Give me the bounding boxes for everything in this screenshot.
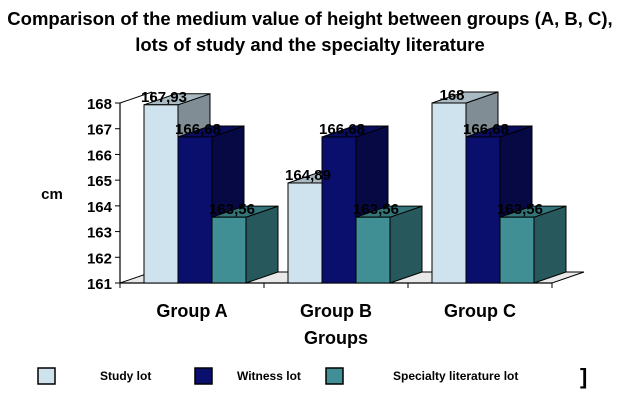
bar-front bbox=[211, 216, 247, 284]
bar-front bbox=[431, 102, 467, 284]
legend-swatch bbox=[325, 367, 344, 385]
data-label: 164,89 bbox=[285, 167, 331, 184]
y-tick-label: 163 bbox=[87, 225, 112, 242]
y-axis-label: cm bbox=[41, 186, 63, 203]
top-depth-edge bbox=[119, 91, 153, 104]
legend-swatch bbox=[37, 367, 56, 385]
bar-front bbox=[355, 216, 391, 284]
legend-label: Study lot bbox=[100, 369, 151, 383]
y-tick-label: 168 bbox=[87, 96, 112, 113]
data-label: 163,56 bbox=[497, 201, 543, 218]
legend-label: Witness lot bbox=[237, 369, 301, 383]
y-tick-label: 161 bbox=[87, 276, 112, 293]
bar-front bbox=[177, 136, 213, 284]
bar bbox=[499, 205, 567, 284]
x-tick-label: Group C bbox=[444, 301, 516, 321]
chart-title: Comparison of the medium value of height… bbox=[7, 8, 613, 55]
legend-swatch bbox=[194, 367, 213, 385]
bar bbox=[211, 205, 279, 284]
data-label: 163,56 bbox=[209, 201, 255, 218]
data-label: 163,56 bbox=[353, 201, 399, 218]
x-tick-label: Group A bbox=[156, 301, 227, 321]
bar-front bbox=[321, 136, 357, 284]
bar-front bbox=[143, 104, 179, 284]
bar bbox=[355, 205, 423, 284]
y-tick-label: 164 bbox=[87, 199, 113, 216]
bar-front bbox=[465, 136, 501, 284]
data-label: 167,93 bbox=[141, 89, 187, 106]
legend-end-mark: ] bbox=[580, 364, 587, 389]
x-tick-label: Group B bbox=[300, 301, 372, 321]
data-label: 166,68 bbox=[463, 121, 509, 138]
legend-label: Specialty literature lot bbox=[393, 369, 518, 383]
y-tick-label: 162 bbox=[87, 250, 112, 267]
y-tick-label: 167 bbox=[87, 122, 112, 139]
bar-front bbox=[499, 216, 535, 284]
bar-front bbox=[287, 182, 323, 284]
data-label: 166,68 bbox=[319, 121, 365, 138]
y-tick-label: 165 bbox=[87, 173, 112, 190]
x-axis-label: Groups bbox=[304, 328, 368, 348]
data-label: 168 bbox=[439, 87, 464, 104]
y-tick-label: 166 bbox=[87, 147, 112, 164]
data-label: 166,68 bbox=[175, 121, 221, 138]
